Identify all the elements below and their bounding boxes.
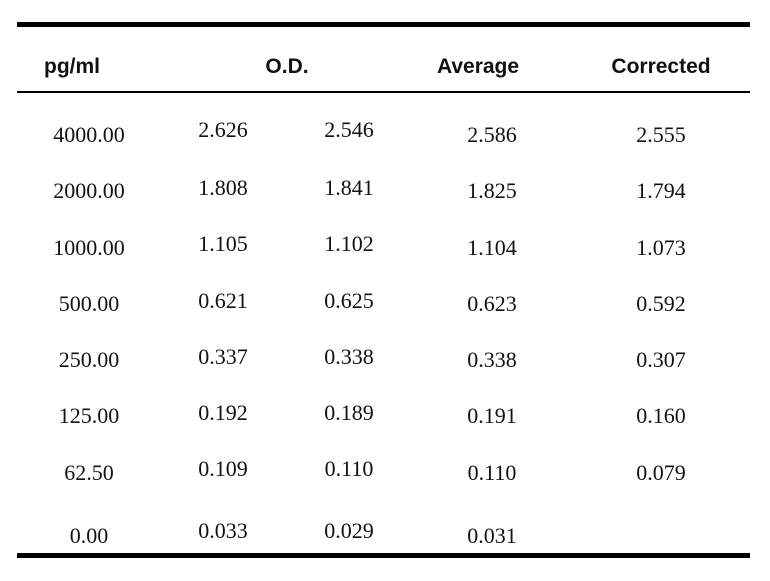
cell-od-1: 1.808 <box>198 175 248 200</box>
cell-average: 2.586 <box>467 122 517 147</box>
cell-corrected: 0.160 <box>636 403 686 428</box>
cell-od-2: 0.110 <box>324 456 374 481</box>
cell-od-1: 0.033 <box>198 518 248 543</box>
cell-average: 0.623 <box>467 291 517 316</box>
header-concentration: pg/ml <box>44 55 100 78</box>
cell-od-2: 1.841 <box>324 175 374 200</box>
table-header-rule <box>17 91 750 93</box>
cell-od-2: 0.338 <box>324 344 374 369</box>
cell-concentration: 2000.00 <box>53 178 125 203</box>
cell-average: 1.104 <box>467 235 517 260</box>
cell-od-1: 0.337 <box>198 344 248 369</box>
cell-corrected: 0.307 <box>636 347 686 372</box>
cell-average: 0.191 <box>467 403 517 428</box>
cell-od-1: 0.109 <box>198 456 248 481</box>
cell-od-2: 2.546 <box>324 117 374 142</box>
table-bottom-rule <box>17 553 750 558</box>
cell-average: 0.110 <box>467 460 517 485</box>
header-od: O.D. <box>265 55 309 78</box>
cell-concentration: 0.00 <box>69 523 109 548</box>
cell-corrected: 2.555 <box>636 122 686 147</box>
cell-corrected: 0.079 <box>636 460 686 485</box>
cell-concentration: 250.00 <box>58 347 120 372</box>
header-corrected: Corrected <box>611 55 711 78</box>
cell-average: 1.825 <box>467 178 517 203</box>
cell-concentration: 125.00 <box>58 403 120 428</box>
header-average: Average <box>436 55 520 78</box>
cell-od-2: 0.189 <box>324 400 374 425</box>
cell-average: 0.031 <box>467 523 517 548</box>
cell-concentration: 62.50 <box>64 460 114 485</box>
cell-od-1: 0.192 <box>198 400 248 425</box>
cell-od-2: 0.029 <box>324 518 374 543</box>
table-top-rule <box>17 22 750 27</box>
cell-concentration: 1000.00 <box>53 235 125 260</box>
cell-od-1: 1.105 <box>198 231 248 256</box>
cell-concentration: 500.00 <box>58 291 120 316</box>
cell-od-1: 0.621 <box>198 288 248 313</box>
cell-corrected: 1.073 <box>636 235 686 260</box>
cell-corrected: 1.794 <box>636 178 686 203</box>
cell-average: 0.338 <box>467 347 517 372</box>
cell-od-2: 1.102 <box>324 231 374 256</box>
cell-corrected: 0.592 <box>636 291 686 316</box>
cell-od-1: 2.626 <box>198 117 248 142</box>
cell-od-2: 0.625 <box>324 288 374 313</box>
cell-concentration: 4000.00 <box>53 122 125 147</box>
